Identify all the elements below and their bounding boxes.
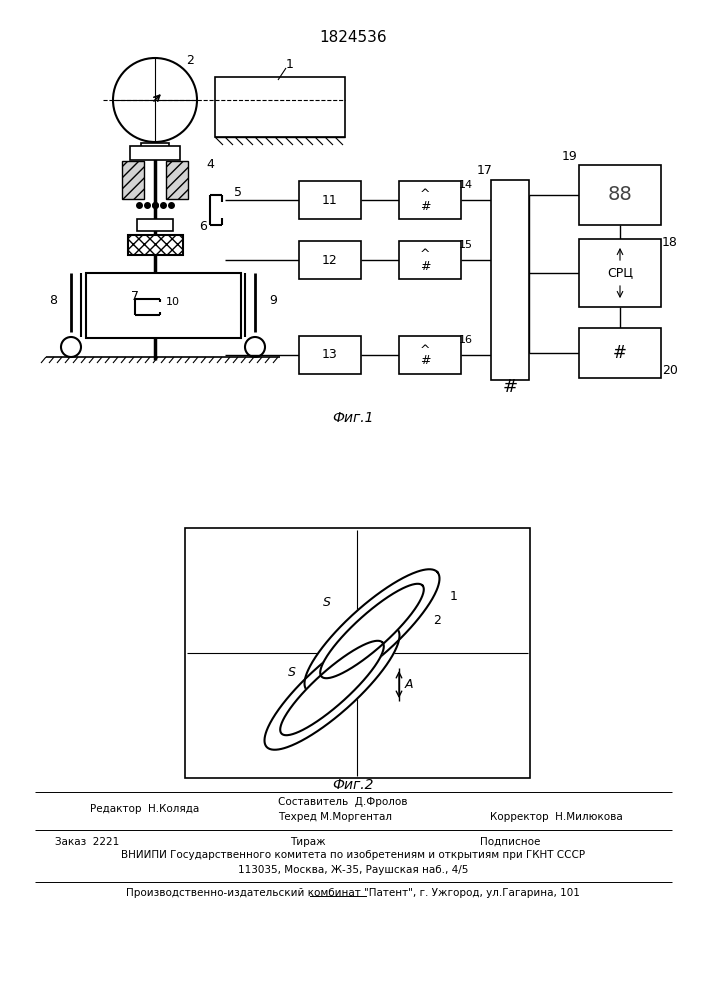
Text: #: # [420, 200, 431, 213]
Bar [579, 165, 661, 225]
Text: 14: 14 [459, 180, 473, 190]
Bar [130, 146, 180, 160]
Bar [86, 272, 240, 338]
Text: 2: 2 [433, 614, 441, 628]
Text: 1824536: 1824536 [319, 30, 387, 45]
Text: S: S [323, 596, 331, 609]
Bar [399, 181, 461, 219]
Bar [579, 239, 661, 307]
Text: 10: 10 [166, 297, 180, 307]
Text: ^: ^ [420, 344, 431, 357]
Text: СРЦ: СРЦ [607, 266, 633, 279]
Text: #: # [420, 259, 431, 272]
Text: Корректор  Н.Милюкова: Корректор Н.Милюкова [490, 812, 623, 822]
Bar [141, 143, 169, 157]
Text: 9: 9 [269, 294, 277, 306]
Text: Составитель  Д.Фролов: Составитель Д.Фролов [278, 797, 407, 807]
Text: 20: 20 [662, 364, 678, 377]
Text: #: # [420, 355, 431, 367]
Text: Фиг.1: Фиг.1 [332, 411, 374, 425]
Text: A: A [404, 678, 414, 692]
Bar [579, 328, 661, 378]
Bar [299, 241, 361, 279]
Text: 1: 1 [450, 589, 458, 602]
Text: ^: ^ [420, 188, 431, 202]
Text: Тираж: Тираж [290, 837, 326, 847]
Text: 17: 17 [477, 163, 493, 176]
Text: Техред М.Моргентал: Техред М.Моргентал [278, 812, 392, 822]
Text: 19: 19 [562, 150, 578, 163]
Text: ^: ^ [420, 248, 431, 261]
Text: 4: 4 [206, 158, 214, 172]
Text: 12: 12 [322, 253, 338, 266]
Text: S: S [288, 666, 296, 680]
Bar [122, 161, 144, 199]
Text: Подписное: Подписное [480, 837, 540, 847]
Text: 3: 3 [133, 233, 141, 246]
Polygon shape [264, 626, 399, 750]
Text: 2: 2 [186, 53, 194, 66]
Text: ВНИИПИ Государственного комитета по изобретениям и открытиям при ГКНТ СССР: ВНИИПИ Государственного комитета по изоб… [121, 850, 585, 860]
Text: Производственно-издательский комбинат "Патент", г. Ужгород, ул.Гагарина, 101: Производственно-издательский комбинат "П… [126, 888, 580, 898]
Text: Заказ  2221: Заказ 2221 [55, 837, 119, 847]
Text: #: # [613, 344, 627, 362]
Bar [215, 77, 345, 137]
Bar [299, 336, 361, 374]
Text: Редактор  Н.Коляда: Редактор Н.Коляда [90, 804, 199, 814]
Polygon shape [305, 569, 440, 693]
Text: 5: 5 [234, 186, 242, 198]
Text: 11: 11 [322, 194, 338, 207]
Text: 16: 16 [459, 335, 473, 345]
Text: 13: 13 [322, 349, 338, 361]
Text: #: # [503, 378, 518, 396]
Bar [299, 181, 361, 219]
Text: Фиг.2: Фиг.2 [332, 778, 374, 792]
Text: 6: 6 [199, 221, 207, 233]
Bar [137, 219, 173, 231]
Bar [127, 235, 182, 255]
Text: 15: 15 [459, 240, 473, 250]
Bar [399, 336, 461, 374]
Text: 113035, Москва, Ж-35, Раушская наб., 4/5: 113035, Москва, Ж-35, Раушская наб., 4/5 [238, 865, 468, 875]
Text: 1: 1 [286, 58, 294, 72]
Text: 7: 7 [131, 290, 139, 304]
Text: 18: 18 [662, 236, 678, 249]
Polygon shape [280, 641, 384, 735]
Bar [399, 241, 461, 279]
Bar [185, 528, 530, 778]
Bar [166, 161, 188, 199]
Polygon shape [320, 584, 423, 678]
Text: 88: 88 [607, 186, 632, 205]
Bar [491, 180, 529, 380]
Text: 8: 8 [49, 294, 57, 306]
